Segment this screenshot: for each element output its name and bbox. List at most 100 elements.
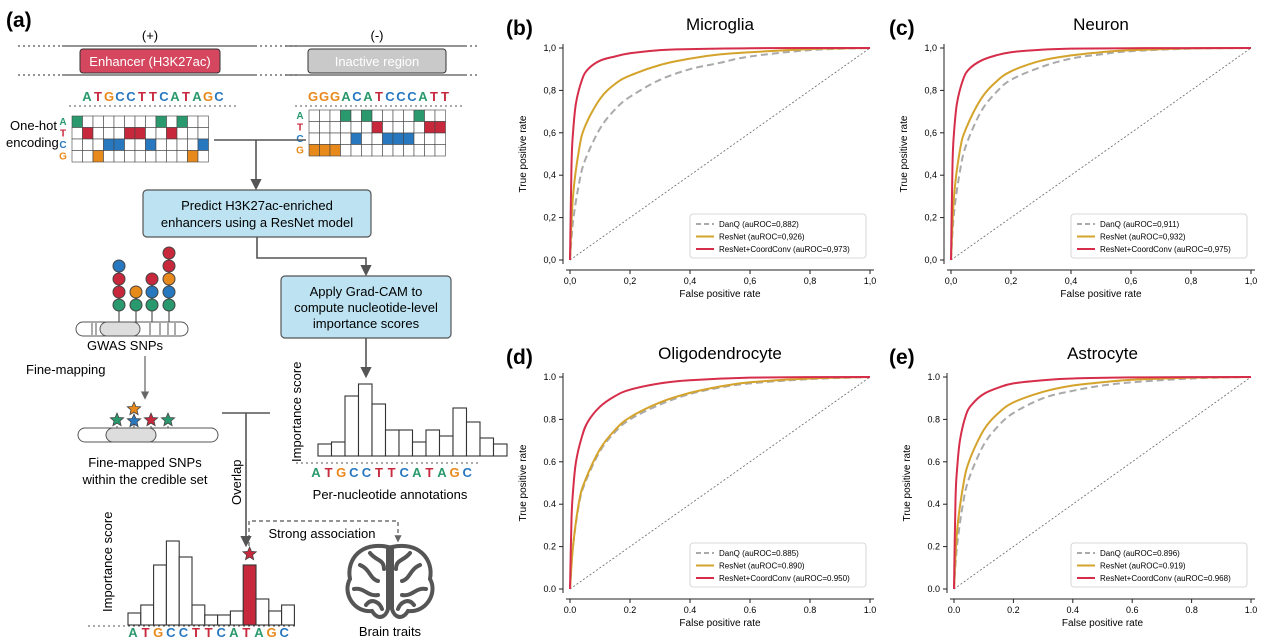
legend — [1070, 542, 1248, 588]
inactive-label: Inactive region — [335, 54, 420, 69]
onehot-cell — [134, 115, 146, 128]
legend-entry: ResNet+CoordConv (auROC=0,973) — [719, 245, 850, 254]
sequence-base: C — [396, 89, 406, 104]
snp-marker — [162, 272, 176, 286]
onehot-row-label: A — [59, 117, 66, 128]
histogram-bar — [281, 604, 295, 626]
onehot-cell — [166, 127, 178, 140]
sequence-base: T — [375, 89, 383, 104]
enhancer-region — [79, 48, 221, 74]
panel-label: (e) — [889, 346, 915, 369]
onehot-row-label: G — [59, 152, 67, 163]
roc-curve — [569, 47, 871, 261]
onehot-cell — [155, 127, 167, 140]
onehot-cell — [92, 115, 104, 128]
merge-connector — [214, 139, 306, 191]
onehot-cell — [145, 150, 157, 163]
y-tick-label: 0,4 — [543, 170, 556, 180]
sequence-base: T — [430, 89, 438, 104]
sequence-base: T — [192, 625, 200, 640]
chance-diagonal — [953, 376, 1252, 590]
onehot-cell — [113, 127, 125, 140]
onehot-cell — [134, 138, 146, 151]
panel-label: (c) — [889, 17, 915, 40]
onehot-cell — [124, 115, 136, 128]
histogram-bar — [425, 429, 441, 457]
histogram-bar — [438, 435, 454, 457]
x-tick-label: 0,8 — [1185, 276, 1198, 286]
y-axis-label: True positive rate — [518, 444, 529, 521]
roc-chart: (d) Oligodendrocyte 0.0 0.2 0.4 0.6 0.8 1.0 0.0 0… — [506, 344, 876, 629]
onehot-cell — [340, 121, 352, 134]
roc-curve — [950, 47, 1252, 261]
gradcam-line1: Apply Grad-CAM to — [310, 284, 423, 299]
sequence-base: T — [182, 89, 190, 104]
onehot-row-label: T — [60, 129, 66, 140]
onehot-cell — [308, 132, 320, 145]
histogram-bar — [317, 443, 333, 457]
snp-marker — [162, 246, 176, 260]
sequence-base: G — [319, 89, 329, 104]
y-tick-label: 0.6 — [927, 457, 940, 467]
onehot-cell — [155, 150, 167, 163]
onehot-cell — [176, 115, 188, 128]
onehot-cell — [403, 144, 415, 157]
y-tick-label: 0.0 — [927, 584, 940, 594]
x-tick-label: 1,0 — [1245, 276, 1258, 286]
onehot-cell — [350, 132, 362, 145]
panel-label: (b) — [506, 17, 533, 40]
snp-marker — [112, 272, 126, 286]
onehot-cell — [145, 127, 157, 140]
panel-label: (d) — [506, 346, 533, 369]
gradcam-line2: compute nucleotide-level — [294, 300, 438, 315]
finemapped-star — [126, 412, 142, 428]
y-tick-label: 1.0 — [927, 372, 940, 382]
x-tick-label: 0.4 — [684, 605, 697, 615]
brain-icon — [345, 543, 435, 619]
onehot-cell — [382, 144, 394, 157]
x-tick-label: 0.0 — [564, 605, 577, 615]
onehot-cell — [434, 144, 446, 157]
legend — [689, 213, 867, 259]
onehot-cell — [308, 121, 320, 134]
onehot-cell — [155, 115, 167, 128]
snp-marker — [162, 285, 176, 299]
y-tick-label: 0.6 — [543, 457, 556, 467]
x-axis-label: False positive rate — [1062, 618, 1144, 629]
legend-entry: DanQ (auROC=0,911) — [1100, 220, 1180, 229]
histogram-bar — [255, 598, 270, 626]
x-tick-label: 0,4 — [1065, 276, 1078, 286]
onehot-cell — [319, 121, 331, 134]
legend-entry: ResNet (auROC=0,932) — [1100, 233, 1186, 242]
onehot-cell — [392, 144, 404, 157]
histogram-bar — [217, 614, 231, 626]
highlight-star — [241, 545, 258, 561]
onehot-cell — [113, 115, 125, 128]
legend-entry: ResNet+CoordConv (auROC=0,975) — [1100, 245, 1231, 254]
y-tick-label: 0,6 — [543, 128, 556, 138]
sequence-base: T — [388, 465, 396, 480]
sequence-base: C — [179, 625, 189, 640]
strong-association-label: Strong association — [269, 526, 376, 541]
onehot-cell — [434, 132, 446, 145]
predict-to-gradcam-arrow — [256, 237, 372, 277]
onehot-cell — [392, 121, 404, 134]
onehot-cell — [113, 150, 125, 163]
roc-chart: (e) Astrocyte 0.0 0.2 0.4 0.6 0.8 1.0 0.0 0.2 0.4 0… — [889, 344, 1257, 629]
onehot-cell — [329, 132, 341, 145]
sequence-base: A — [341, 89, 351, 104]
y-tick-label: 0.4 — [927, 499, 940, 509]
onehot-cell — [350, 144, 362, 157]
sequence-base: C — [349, 465, 359, 480]
histogram-bar — [153, 564, 167, 626]
roc-chart: (b) Microglia 0,0 0,2 0,4 0,6 0,8 1,0 0,0 0,2 0,4 0… — [506, 15, 876, 300]
onehot-cell — [371, 132, 383, 145]
gwas-snps-illustration — [75, 246, 189, 337]
predict-line1: Predict H3K27ac-enriched — [181, 198, 333, 213]
overlap-connector — [222, 412, 270, 548]
x-tick-label: 0.0 — [948, 605, 961, 615]
y-axis-label: True positive rate — [518, 115, 529, 192]
